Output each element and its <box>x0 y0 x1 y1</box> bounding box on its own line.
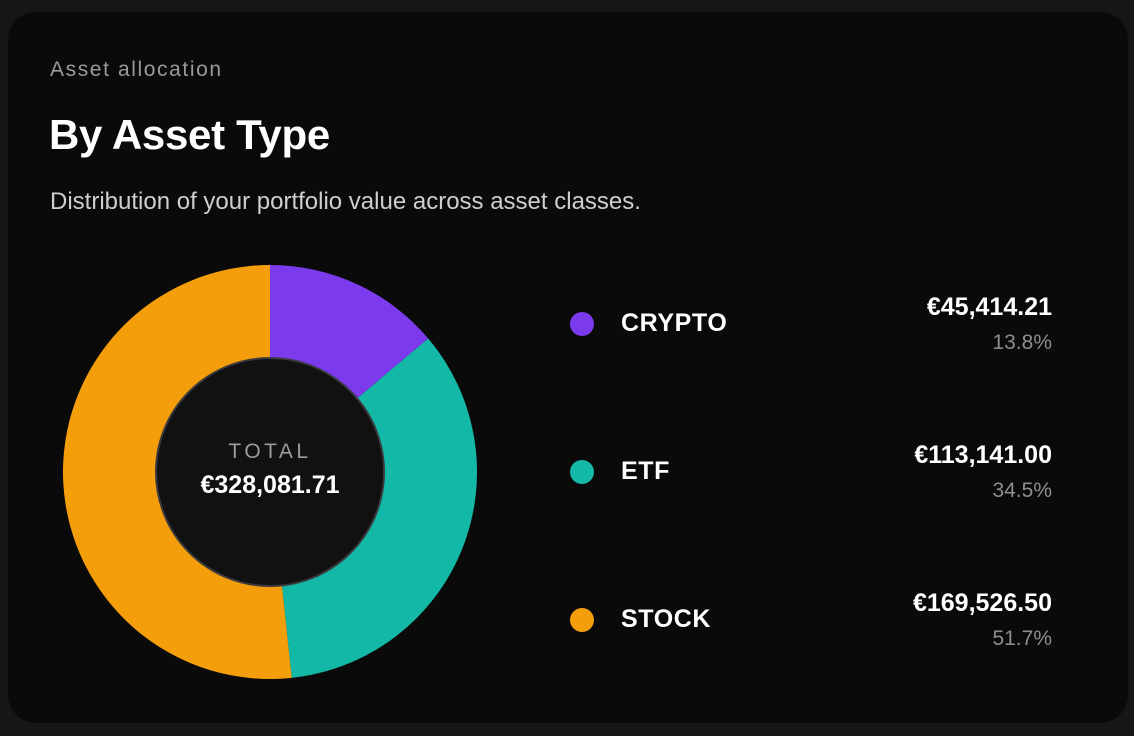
legend-value: €169,526.50 <box>912 589 1052 617</box>
legend-label: STOCK <box>621 605 712 633</box>
card-title: By Asset Type <box>49 111 330 158</box>
donut-chart: TOTAL €328,081.71 <box>62 264 478 680</box>
legend-label: ETF <box>621 457 671 485</box>
legend-dot-etf-icon <box>570 460 594 484</box>
chart-legend: CRYPTO €45,414.21 13.8% ETF €113,141.00 … <box>570 292 1054 736</box>
legend-item-etf[interactable]: ETF €113,141.00 34.5% <box>570 440 1054 588</box>
legend-item-crypto[interactable]: CRYPTO €45,414.21 13.8% <box>570 292 1054 440</box>
legend-label: CRYPTO <box>621 309 728 337</box>
asset-allocation-card: Asset allocation By Asset Type Distribut… <box>8 12 1128 723</box>
legend-item-stock[interactable]: STOCK €169,526.50 51.7% <box>570 588 1054 736</box>
card-eyebrow: Asset allocation <box>50 58 223 81</box>
legend-value: €45,414.21 <box>926 293 1052 321</box>
donut-hole <box>155 357 385 587</box>
legend-percent: 34.5% <box>992 479 1052 502</box>
legend-percent: 51.7% <box>992 627 1052 650</box>
legend-value: €113,141.00 <box>914 441 1052 469</box>
card-subtitle: Distribution of your portfolio value acr… <box>50 188 641 215</box>
legend-dot-crypto-icon <box>570 312 594 336</box>
legend-percent: 13.8% <box>992 331 1052 354</box>
donut-svg <box>62 265 478 679</box>
legend-dot-stock-icon <box>570 608 594 632</box>
